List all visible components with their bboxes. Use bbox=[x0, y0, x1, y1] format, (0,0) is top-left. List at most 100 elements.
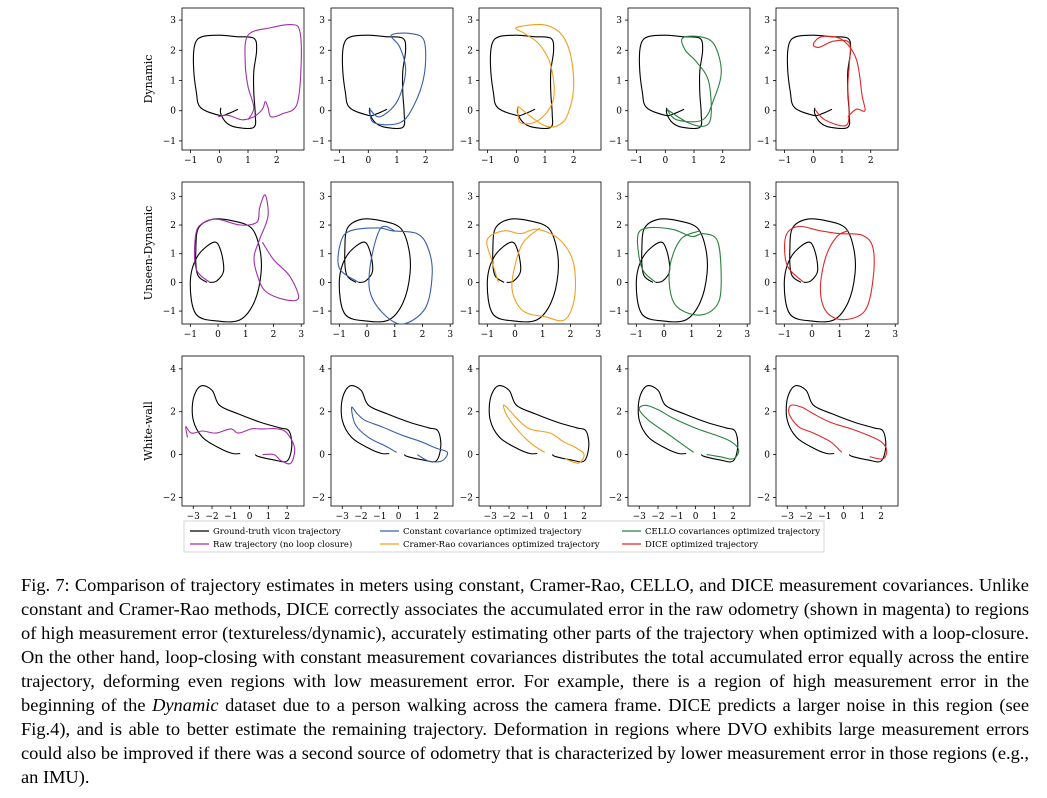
x-tick-label: 1 bbox=[689, 330, 695, 340]
x-tick-label: 1 bbox=[243, 330, 249, 340]
estimated-trajectory-line bbox=[784, 225, 875, 321]
estimated-trajectory-line bbox=[351, 406, 449, 463]
x-tick-label: −1 bbox=[481, 330, 494, 340]
subplot: 4 2 0 −2 −3 −2 −1 0 1 2 bbox=[163, 355, 305, 522]
estimated-trajectory-line bbox=[666, 35, 722, 127]
y-tick-label: 2 bbox=[319, 221, 325, 231]
x-tick-label: −1 bbox=[333, 156, 346, 166]
x-tick-label: −1 bbox=[333, 330, 346, 340]
legend-entry: Ground-truth vicon trajectory bbox=[213, 527, 341, 537]
ground-truth-line bbox=[341, 34, 407, 130]
x-tick-label: 2 bbox=[274, 156, 280, 166]
x-tick-label: −3 bbox=[633, 512, 647, 522]
x-tick-label: 2 bbox=[420, 330, 426, 340]
subplot-frame bbox=[330, 181, 454, 325]
y-tick-label: −1 bbox=[460, 307, 473, 317]
x-tick-label: −3 bbox=[781, 512, 795, 522]
y-tick-label: 3 bbox=[170, 16, 176, 26]
x-tick-label: −3 bbox=[336, 512, 350, 522]
x-tick-label: −2 bbox=[651, 512, 664, 522]
x-tick-label: 0 bbox=[544, 512, 550, 522]
caption-label: Fig. 7: bbox=[21, 575, 70, 595]
estimated-trajectory-line bbox=[185, 426, 296, 465]
x-tick-label: −1 bbox=[630, 156, 643, 166]
subplot: 3 2 1 0 −1 −1 0 1 2 3 bbox=[757, 181, 899, 340]
y-tick-label: −2 bbox=[163, 493, 176, 503]
x-tick-label: −1 bbox=[630, 330, 643, 340]
x-tick-label: 0 bbox=[215, 330, 221, 340]
x-tick-label: 2 bbox=[720, 156, 726, 166]
ground-truth-line bbox=[488, 385, 590, 463]
caption-emphasis: Dynamic bbox=[152, 695, 219, 715]
ground-truth-line bbox=[786, 34, 852, 130]
y-tick-label: 1 bbox=[764, 77, 770, 87]
y-tick-label: 0 bbox=[319, 278, 325, 288]
ground-truth-line bbox=[637, 385, 739, 463]
subplot: 3 2 1 0 −1 −1 0 1 2 bbox=[312, 7, 454, 166]
y-tick-label: 0 bbox=[764, 278, 770, 288]
ground-truth-line bbox=[489, 34, 555, 130]
subplot: 3 2 1 0 −1 −1 0 1 2 bbox=[757, 7, 899, 166]
estimated-trajectory-line bbox=[812, 35, 866, 127]
figure-caption: Fig. 7: Comparison of trajectory estimat… bbox=[21, 573, 1029, 789]
x-tick-label: 1 bbox=[542, 156, 548, 166]
estimated-trajectory-line bbox=[788, 404, 888, 460]
x-tick-label: 1 bbox=[394, 156, 400, 166]
y-tick-label: 4 bbox=[467, 365, 473, 375]
x-tick-label: 0 bbox=[396, 512, 402, 522]
y-tick-label: 2 bbox=[467, 408, 473, 418]
x-tick-label: 3 bbox=[298, 330, 304, 340]
y-tick-label: 3 bbox=[616, 16, 622, 26]
x-tick-label: 2 bbox=[868, 156, 874, 166]
y-tick-label: 1 bbox=[319, 77, 325, 87]
subplot: 3 2 1 0 −1 −1 0 1 2 3 bbox=[312, 181, 454, 340]
y-tick-label: 0 bbox=[467, 451, 473, 461]
y-tick-label: 2 bbox=[764, 408, 770, 418]
y-tick-label: −1 bbox=[757, 137, 770, 147]
y-tick-label: 0 bbox=[319, 107, 325, 117]
x-tick-label: 2 bbox=[568, 330, 574, 340]
ground-truth-line bbox=[192, 34, 258, 130]
x-tick-label: −1 bbox=[778, 156, 791, 166]
subplot-frame bbox=[775, 7, 899, 151]
y-tick-label: 0 bbox=[616, 107, 622, 117]
y-tick-label: 3 bbox=[467, 16, 473, 26]
y-tick-label: 3 bbox=[764, 16, 770, 26]
x-tick-label: 1 bbox=[691, 156, 697, 166]
x-tick-label: 0 bbox=[662, 156, 668, 166]
x-tick-label: 1 bbox=[839, 156, 845, 166]
ground-truth-line bbox=[486, 218, 559, 323]
x-tick-label: 0 bbox=[364, 330, 370, 340]
y-tick-label: 0 bbox=[616, 451, 622, 461]
x-tick-label: 0 bbox=[661, 330, 667, 340]
x-tick-label: 2 bbox=[865, 330, 871, 340]
x-tick-label: 2 bbox=[581, 512, 587, 522]
x-tick-label: 2 bbox=[730, 512, 736, 522]
x-tick-label: −1 bbox=[481, 156, 494, 166]
x-tick-label: 0 bbox=[216, 156, 222, 166]
estimated-trajectory-line bbox=[638, 404, 740, 460]
y-tick-label: 4 bbox=[616, 365, 622, 375]
caption-text-1: Comparison of trajectory estimates in me… bbox=[21, 575, 1029, 715]
legend-entry: Constant covariance optimized trajectory bbox=[403, 527, 582, 537]
y-tick-label: 0 bbox=[170, 107, 176, 117]
x-tick-label: −2 bbox=[502, 512, 515, 522]
subplot: 3 2 1 0 −1 −1 0 1 2 3 bbox=[460, 181, 602, 340]
y-tick-label: 0 bbox=[319, 451, 325, 461]
legend-entry: CELLO covariances optimized trajectory bbox=[645, 527, 820, 537]
y-tick-label: −1 bbox=[312, 307, 325, 317]
y-tick-label: 0 bbox=[764, 107, 770, 117]
y-tick-label: 0 bbox=[764, 451, 770, 461]
caption-text-2: dataset due to a person walking across t… bbox=[21, 695, 1029, 787]
ground-truth-line bbox=[638, 34, 704, 130]
y-tick-label: −2 bbox=[460, 493, 473, 503]
x-tick-label: 0 bbox=[247, 512, 253, 522]
ground-truth-line bbox=[340, 385, 442, 463]
y-tick-label: −2 bbox=[609, 493, 622, 503]
estimated-trajectory-line bbox=[369, 32, 427, 126]
y-tick-label: 3 bbox=[467, 192, 473, 202]
x-tick-label: 1 bbox=[562, 512, 568, 522]
y-tick-label: 1 bbox=[616, 250, 622, 260]
subplot-frame bbox=[775, 181, 899, 325]
x-tick-label: −1 bbox=[184, 330, 197, 340]
